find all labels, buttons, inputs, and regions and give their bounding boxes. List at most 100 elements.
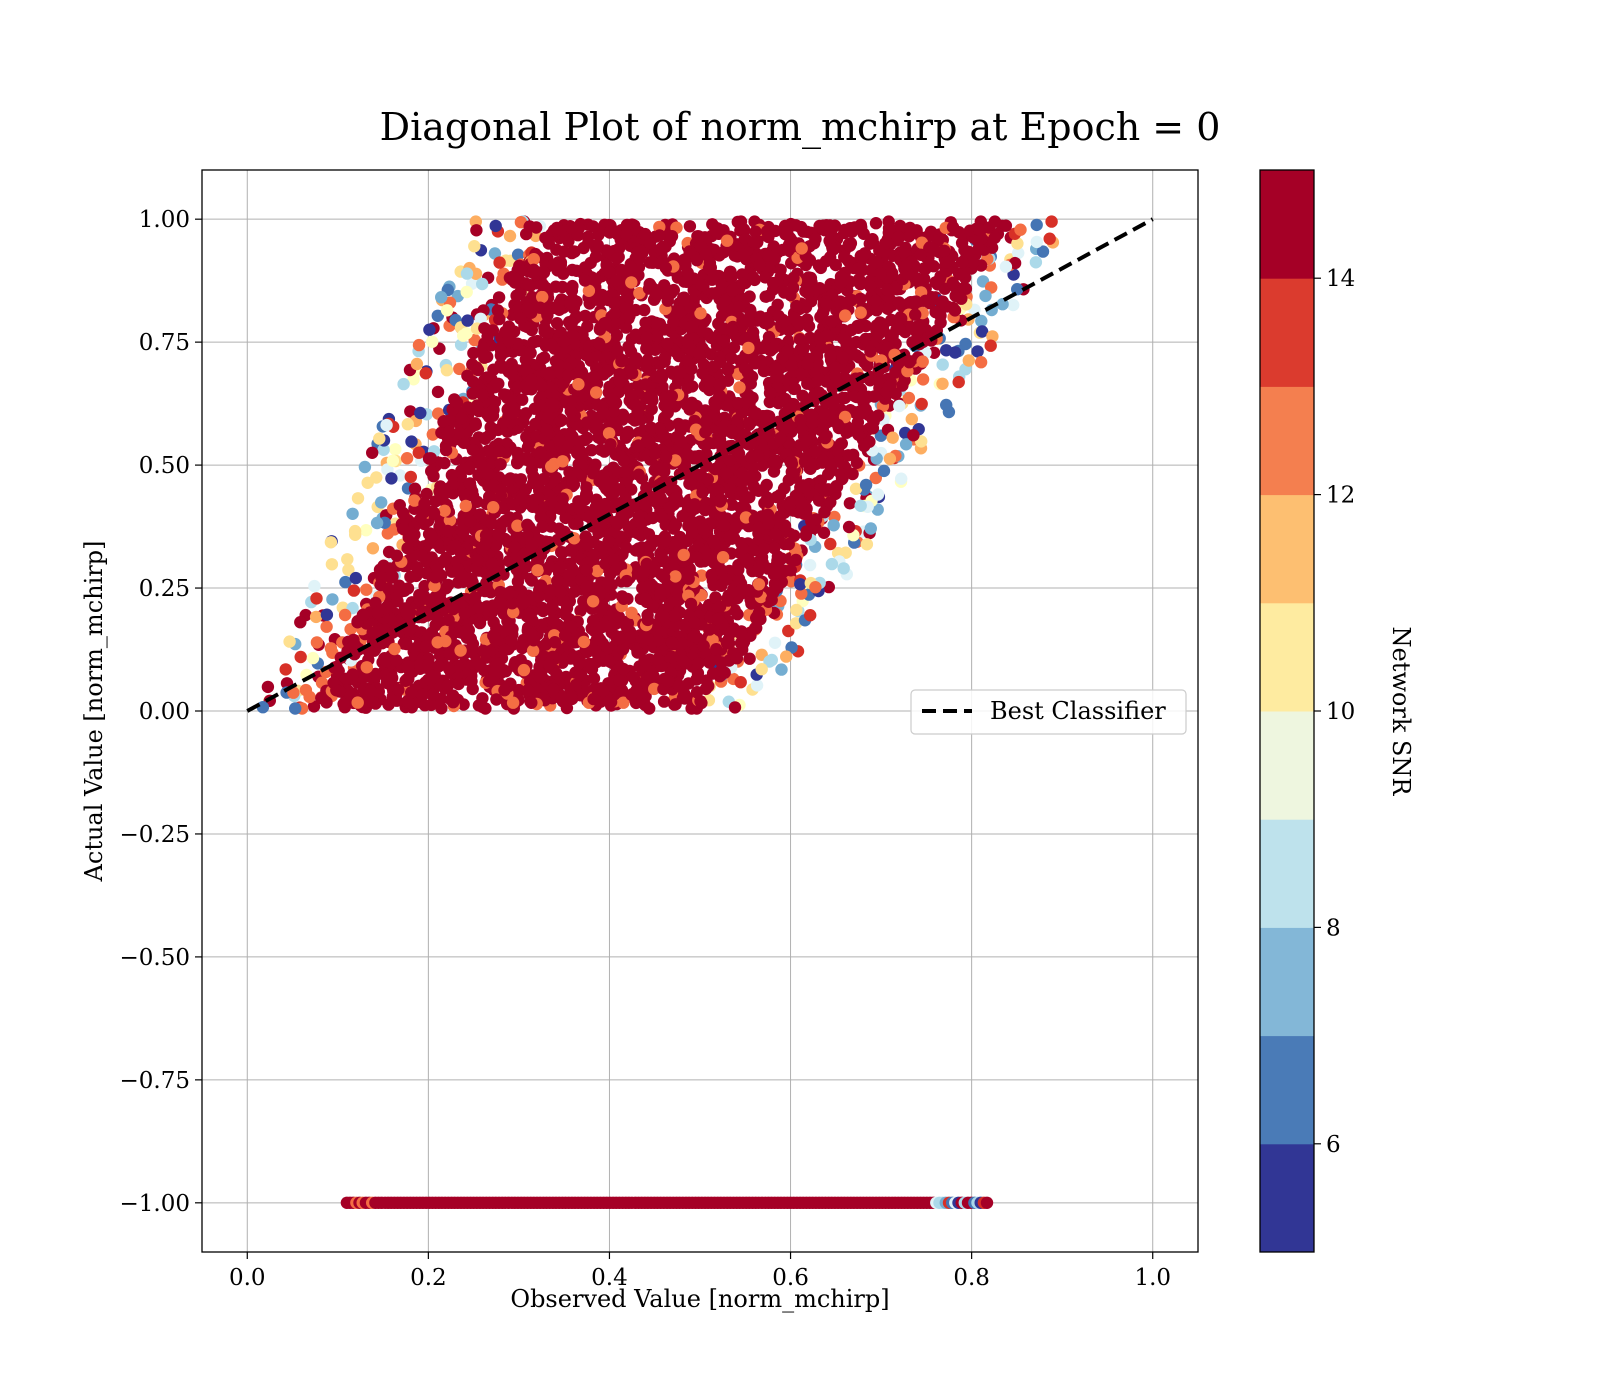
scatter-point <box>746 325 760 339</box>
scatter-point <box>842 449 855 462</box>
scatter-point <box>673 366 687 379</box>
scatter-point <box>622 427 636 440</box>
scatter-point <box>359 524 373 537</box>
scatter-point <box>309 610 323 624</box>
scatter-point <box>893 399 906 413</box>
scatter-point <box>845 345 859 359</box>
scatter-point <box>474 312 487 325</box>
scatter-point <box>785 455 798 468</box>
scatter-point <box>948 304 962 317</box>
scatter-point <box>936 295 949 308</box>
scatter-point <box>414 406 427 420</box>
scatter-point <box>590 349 603 363</box>
scatter-point <box>683 220 697 233</box>
scatter-point <box>727 341 741 354</box>
scatter-point <box>905 412 918 426</box>
scatter-point <box>631 527 644 540</box>
scatter-point <box>320 608 334 621</box>
scatter-point <box>566 476 580 489</box>
scatter-point <box>562 569 576 582</box>
scatter-point <box>767 341 780 355</box>
scatter-point <box>719 573 733 586</box>
scatter-point <box>742 341 755 355</box>
scatter-point <box>825 557 839 571</box>
scatter-point <box>749 407 763 420</box>
scatter-point <box>824 349 837 362</box>
scatter-point <box>738 362 752 375</box>
scatter-point <box>808 445 822 458</box>
scatter-point <box>726 424 739 437</box>
scatter-point <box>468 240 481 253</box>
scatter-point <box>795 242 808 255</box>
scatter-point <box>495 517 509 530</box>
scatter-point <box>854 306 867 319</box>
scatter-point <box>838 250 851 264</box>
scatter-point <box>440 304 454 317</box>
scatter-point <box>546 599 559 613</box>
scatter-point <box>438 456 451 470</box>
scatter-point <box>734 676 747 689</box>
scatter-point <box>767 276 780 290</box>
scatter-point <box>681 336 694 349</box>
scatter-point <box>385 472 398 485</box>
scatter-point <box>515 554 528 568</box>
scatter-point <box>648 564 662 578</box>
scatter-point <box>706 633 719 647</box>
scatter-point <box>934 309 947 322</box>
scatter-point <box>809 581 822 594</box>
scatter-point <box>665 636 679 649</box>
scatter-point <box>678 618 691 632</box>
scatter-point <box>780 650 793 663</box>
scatter-point <box>556 280 569 294</box>
scatter-point <box>794 220 808 234</box>
scatter-point <box>536 520 549 533</box>
scatter-point <box>680 447 694 460</box>
scatter-point <box>751 449 765 462</box>
scatter-point <box>999 260 1013 273</box>
scatter-point <box>620 619 633 633</box>
scatter-point <box>827 398 840 411</box>
scatter-point <box>480 533 493 546</box>
scatter-point <box>979 289 992 303</box>
scatter-point <box>661 674 675 688</box>
scatter-point <box>838 223 851 237</box>
scatter-point <box>844 423 857 436</box>
scatter-point <box>564 296 577 310</box>
scatter-point <box>708 538 721 551</box>
scatter-point <box>426 335 439 348</box>
scatter-point <box>455 626 469 639</box>
scatter-point <box>522 607 536 621</box>
scatter-point <box>490 693 503 706</box>
scatter-point <box>927 346 941 359</box>
scatter-point <box>745 597 758 610</box>
scatter-point <box>524 346 537 360</box>
scatter-point <box>475 542 488 555</box>
scatter-point <box>863 435 876 448</box>
scatter-point <box>646 511 659 525</box>
scatter-point <box>680 275 693 288</box>
scatter-point <box>975 314 988 328</box>
scatter-point <box>1029 256 1043 269</box>
scatter-point <box>432 660 446 673</box>
scatter-point <box>525 696 538 709</box>
scatter-point <box>801 357 814 371</box>
scatter-point <box>895 312 908 325</box>
scatter-point <box>695 279 708 292</box>
scatter-point <box>650 329 664 343</box>
scatter-point <box>781 225 794 238</box>
scatter-point <box>552 522 566 535</box>
scatter-point <box>466 489 480 502</box>
scatter-point <box>846 467 859 481</box>
scatter-point <box>948 346 962 359</box>
scatter-point <box>594 603 608 616</box>
scatter-point <box>565 316 578 330</box>
scatter-point <box>439 634 452 648</box>
scatter-point <box>782 624 795 638</box>
scatter-point <box>580 564 593 577</box>
scatter-point <box>613 632 626 645</box>
scatter-point <box>769 566 782 579</box>
scatter-point <box>521 518 534 531</box>
scatter-point <box>604 225 617 238</box>
scatter-point <box>854 277 867 291</box>
scatter-point <box>604 438 617 451</box>
